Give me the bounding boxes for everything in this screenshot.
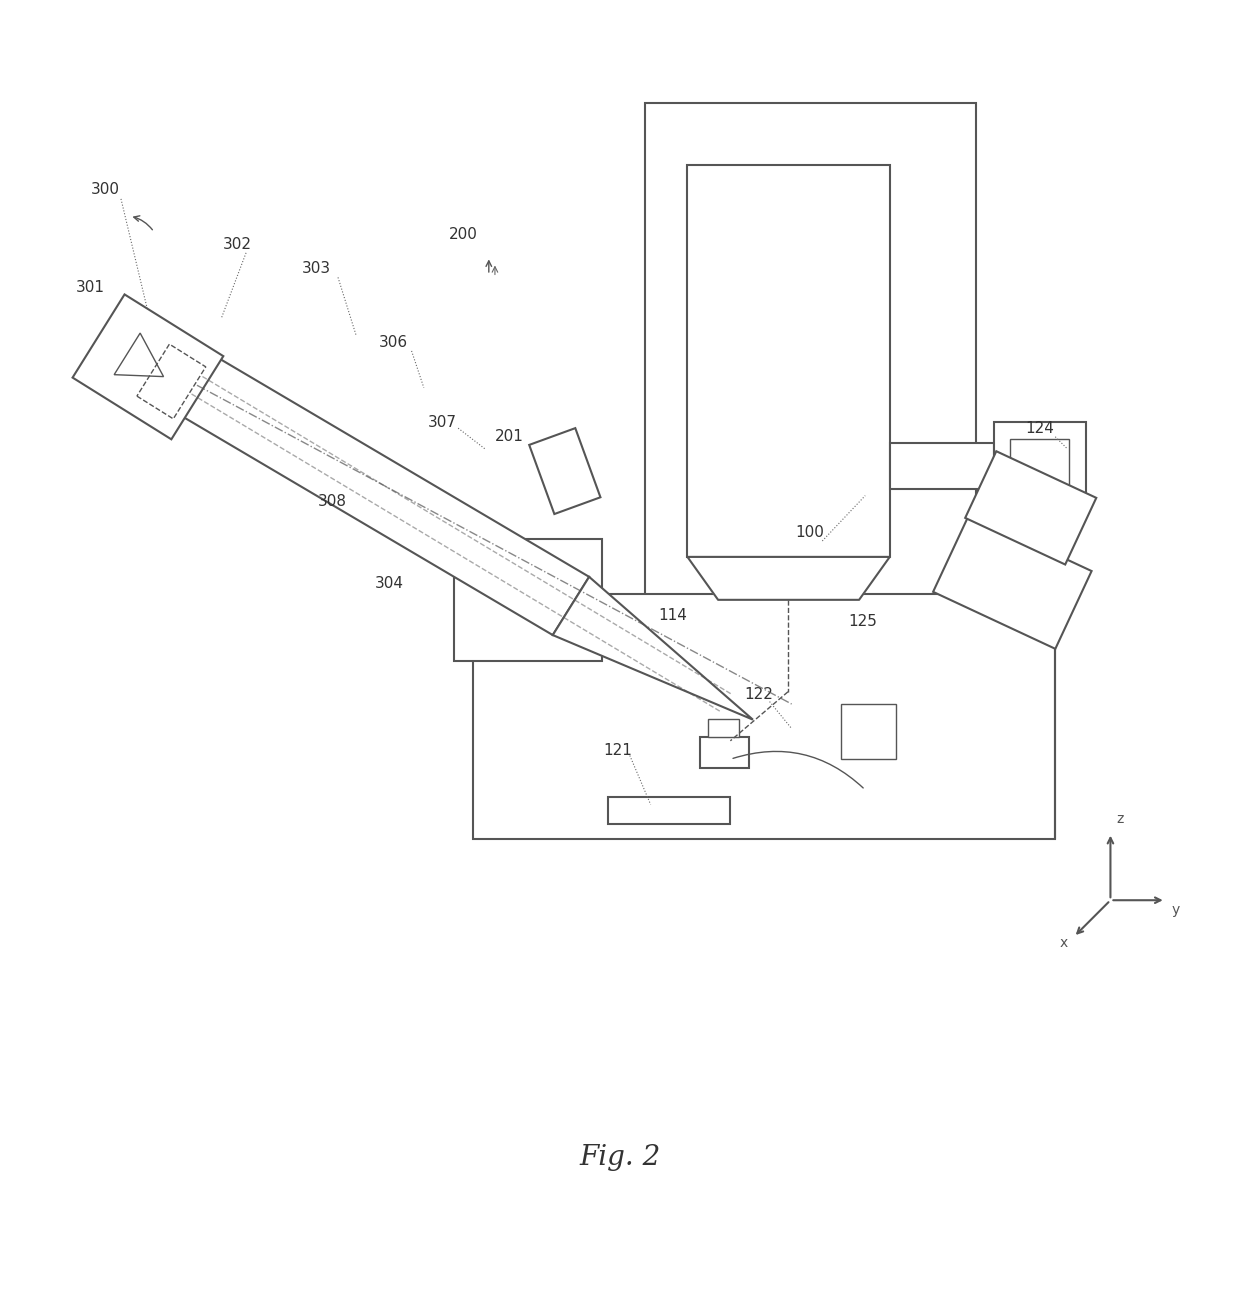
Text: 122: 122 bbox=[744, 686, 773, 702]
Text: Fig. 2: Fig. 2 bbox=[579, 1144, 661, 1171]
Bar bbox=[687, 165, 890, 557]
Text: 301: 301 bbox=[76, 279, 105, 295]
Polygon shape bbox=[179, 356, 589, 635]
Polygon shape bbox=[934, 514, 1091, 648]
Text: 307: 307 bbox=[428, 414, 456, 430]
Text: 304: 304 bbox=[374, 576, 404, 591]
Bar bbox=[890, 443, 994, 490]
Text: 100: 100 bbox=[796, 525, 825, 540]
Text: 121: 121 bbox=[603, 743, 632, 758]
Bar bbox=[455, 538, 601, 662]
Text: 308: 308 bbox=[317, 494, 346, 510]
Polygon shape bbox=[965, 451, 1096, 565]
Polygon shape bbox=[73, 295, 223, 439]
Bar bbox=[1009, 439, 1069, 498]
Bar bbox=[841, 703, 895, 760]
Text: y: y bbox=[1172, 903, 1180, 917]
Polygon shape bbox=[687, 557, 890, 600]
Text: x: x bbox=[1060, 935, 1068, 950]
Text: 300: 300 bbox=[91, 182, 119, 196]
Bar bbox=[608, 798, 730, 824]
Text: 201: 201 bbox=[495, 430, 525, 444]
Bar bbox=[994, 422, 1086, 514]
Text: 119: 119 bbox=[537, 441, 565, 456]
Text: 125: 125 bbox=[848, 614, 877, 629]
Text: 303: 303 bbox=[301, 261, 331, 276]
Text: z: z bbox=[1116, 812, 1123, 827]
Bar bbox=[472, 593, 1055, 838]
Text: 306: 306 bbox=[378, 335, 408, 350]
Text: 302: 302 bbox=[223, 237, 252, 252]
Bar bbox=[708, 719, 739, 738]
Text: 200: 200 bbox=[449, 227, 477, 242]
Text: 114: 114 bbox=[658, 608, 687, 624]
Text: 500: 500 bbox=[959, 576, 987, 591]
Text: 123: 123 bbox=[1017, 523, 1045, 537]
Polygon shape bbox=[529, 428, 600, 514]
Bar bbox=[699, 738, 749, 768]
Bar bbox=[645, 103, 976, 600]
Text: 124: 124 bbox=[1025, 421, 1054, 436]
Polygon shape bbox=[553, 576, 753, 719]
